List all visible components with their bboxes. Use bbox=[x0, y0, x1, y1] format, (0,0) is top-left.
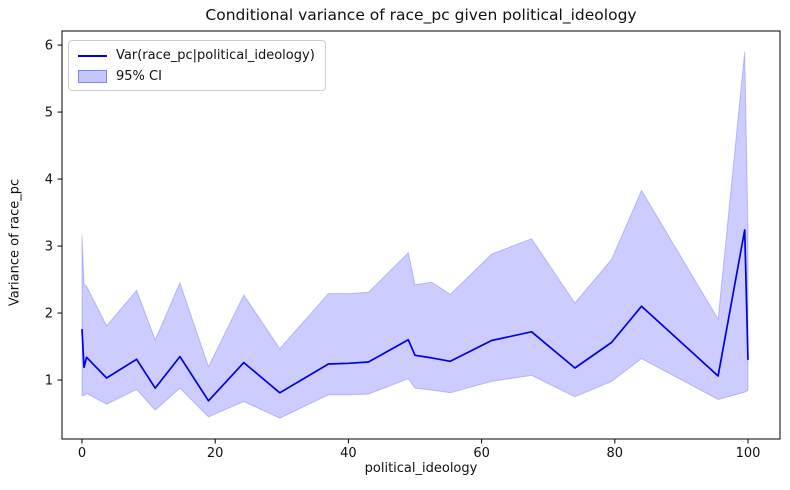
x-axis-label: political_ideology bbox=[364, 461, 478, 476]
x-tick-label: 40 bbox=[340, 446, 357, 461]
legend-item-variance-line: Var(race_pc|political_ideology) bbox=[78, 48, 315, 63]
variance-line bbox=[81, 229, 749, 402]
y-tick-label: 6 bbox=[45, 39, 53, 54]
y-tick-label: 2 bbox=[45, 307, 53, 322]
y-tick-label: 5 bbox=[45, 106, 53, 121]
chart-title: Conditional variance of race_pc given po… bbox=[205, 6, 637, 24]
x-tick-label: 100 bbox=[736, 446, 761, 461]
axes-box bbox=[61, 30, 781, 440]
y-tick-label: 3 bbox=[45, 240, 53, 255]
x-tick-label: 20 bbox=[207, 446, 224, 461]
x-tick-label: 80 bbox=[607, 446, 624, 461]
legend-label-ci: 95% CI bbox=[116, 69, 162, 84]
legend-item-ci: 95% CI bbox=[78, 69, 315, 84]
ci-band bbox=[81, 51, 749, 419]
legend-label-variance: Var(race_pc|political_ideology) bbox=[116, 48, 315, 63]
legend-patch-sample-icon bbox=[78, 70, 107, 83]
x-tick-label: 0 bbox=[78, 446, 86, 461]
x-tick-label: 60 bbox=[473, 446, 490, 461]
legend: Var(race_pc|political_ideology) 95% CI bbox=[68, 40, 326, 91]
y-axis-label: Variance of race_pc bbox=[7, 178, 23, 307]
y-tick-label: 1 bbox=[45, 374, 53, 389]
y-tick-label: 4 bbox=[45, 173, 53, 188]
legend-line-sample-icon bbox=[78, 54, 107, 57]
